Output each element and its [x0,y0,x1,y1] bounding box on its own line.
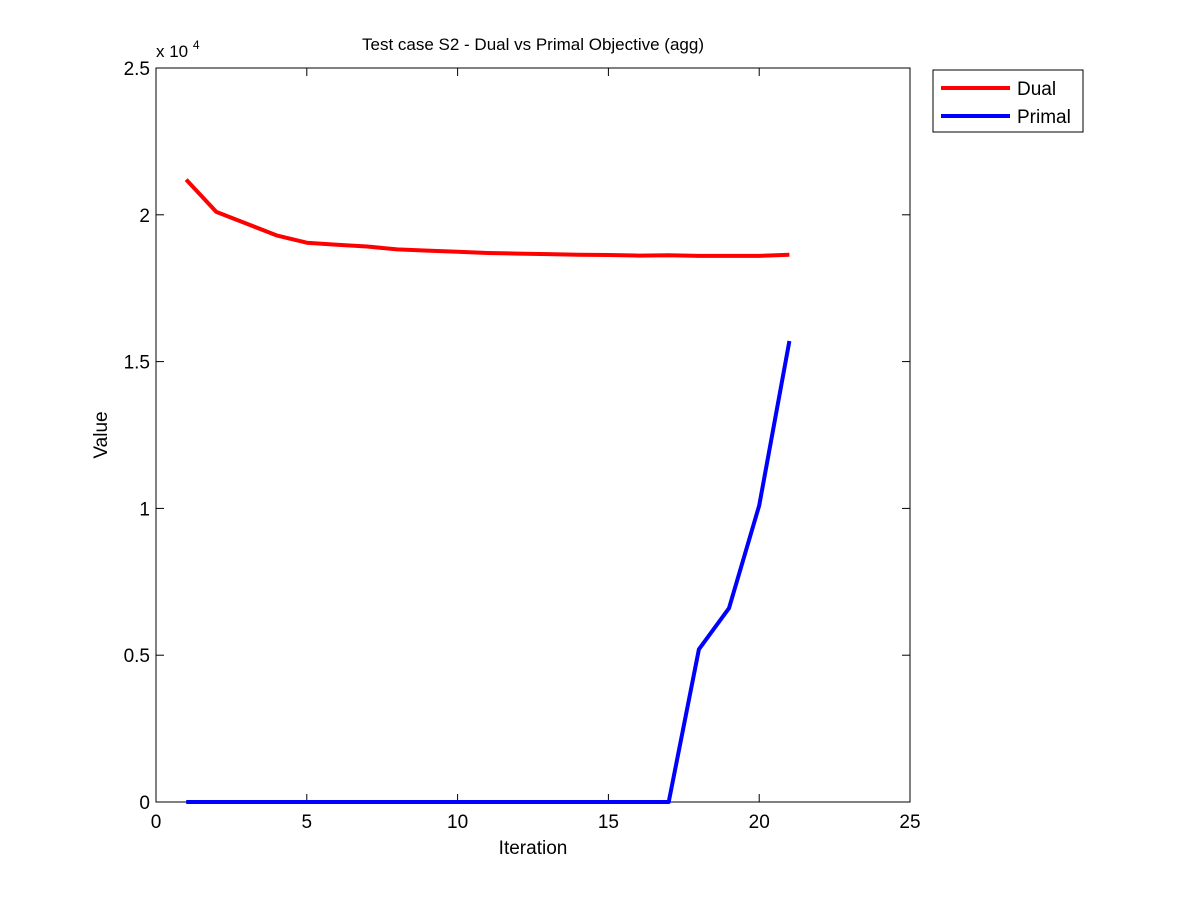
x-tick-label: 25 [899,812,920,833]
x-tick-label: 0 [151,812,162,833]
legend-box [932,69,1084,133]
y-multiplier-exponent: 4 [193,38,200,52]
y-axis-multiplier: x 10 4 [156,38,200,61]
x-tick-label: 20 [749,812,770,833]
y-tick-label: 0 [139,793,150,814]
x-axis-label: Iteration [499,838,568,859]
y-tick-label: 1.5 [124,353,150,374]
x-tick-label: 5 [302,812,313,833]
series-layer [184,178,792,804]
y-tick-label: 2 [139,206,150,227]
y-tick-label: 0.5 [124,646,150,667]
y-multiplier-base: x 10 [156,42,188,61]
y-axis-label: Value [91,411,112,458]
y-tick-label: 1 [139,499,150,520]
chart-title: Test case S2 - Dual vs Primal Objective … [362,35,704,54]
plot-area [155,67,911,803]
series-line-primal [186,340,792,804]
legend-label-primal: Primal [1017,107,1071,128]
x-tick-label: 10 [447,812,468,833]
legend-label-dual: Dual [1017,79,1056,100]
y-tick-label: 2.5 [124,59,150,80]
series-line-dual [184,178,790,258]
legend: Dual Primal [932,69,1084,133]
x-tick-label: 15 [598,812,619,833]
axis-ticks: 0 5 10 15 20 25 0 0.5 1 1.5 2 2.5 [124,59,921,833]
